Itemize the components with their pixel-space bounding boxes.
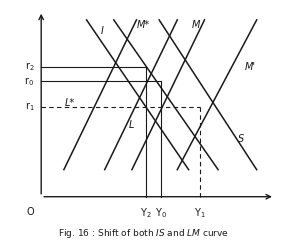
Text: Y$_2$: Y$_2$ (140, 207, 151, 220)
Text: L: L (129, 120, 134, 129)
Text: Y$_1$: Y$_1$ (194, 207, 206, 220)
Text: O: O (27, 207, 34, 217)
Text: S: S (238, 134, 244, 144)
Text: M': M' (245, 62, 255, 72)
Text: L*: L* (65, 98, 75, 108)
Text: r$_1$: r$_1$ (25, 100, 34, 113)
Text: I: I (101, 26, 104, 36)
Text: M: M (191, 20, 200, 30)
Text: M*: M* (137, 20, 150, 30)
Text: Y$_0$: Y$_0$ (156, 207, 167, 220)
Text: r$_2$: r$_2$ (25, 60, 34, 73)
Text: r$_0$: r$_0$ (24, 75, 34, 88)
Text: Fig. 16 : Shift of both $IS$ and $LM$ curve: Fig. 16 : Shift of both $IS$ and $LM$ cu… (58, 227, 230, 240)
